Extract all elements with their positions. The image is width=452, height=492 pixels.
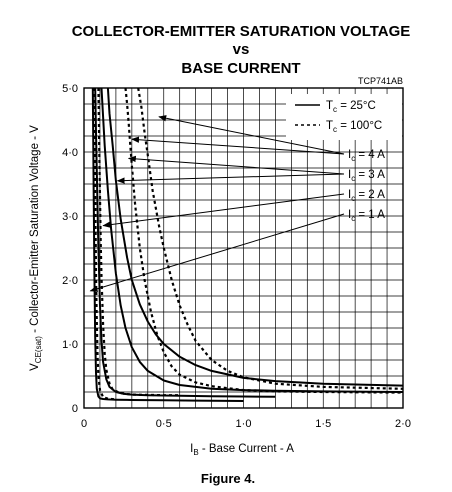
label-text: = 100°C — [337, 120, 382, 132]
x-tick-label: 1·5 — [315, 418, 331, 430]
y-tick-label: 4·0 — [62, 147, 78, 159]
label-text: = 1 A — [355, 209, 385, 221]
legend-background — [286, 94, 402, 140]
annotation-arrows: Ic = 4 AIc = 3 AIc = 2 AIc = 1 A — [89, 115, 385, 292]
label-symbol: T — [326, 100, 333, 112]
figure-caption: Figure 4. — [201, 471, 255, 486]
y-tick-label: 3·0 — [62, 211, 78, 223]
label-symbol: I — [348, 189, 351, 201]
label-subscript: c — [333, 105, 337, 114]
label-symbol: T — [326, 120, 333, 132]
label-text: = 25°C — [337, 100, 376, 112]
series-ic-1a-tc100 — [93, 87, 116, 401]
legend: Tc = 25°CTc = 100°C — [295, 100, 382, 134]
figure-code: TCP741AB — [358, 76, 403, 86]
y-tick-label: 1·0 — [62, 339, 78, 351]
chart-title-line-1: COLLECTOR-EMITTER SATURATION VOLTAGE — [72, 23, 411, 40]
annotation-arrow — [102, 193, 345, 228]
label-subscript: c — [351, 154, 355, 163]
series-ic-4a-tc25 — [106, 87, 404, 387]
series-ic-1a-tc25 — [91, 87, 244, 402]
series-lines — [91, 87, 404, 402]
annotation-arrow — [131, 136, 345, 155]
y-tick-label: 5·0 — [62, 83, 78, 95]
x-tick-label: 0·5 — [156, 418, 172, 430]
plot-border — [83, 87, 404, 409]
plot-frame — [83, 87, 404, 409]
y-tick-label: 0 — [72, 403, 78, 415]
annotation-arrow — [89, 213, 345, 292]
annotation-arrow — [158, 115, 345, 155]
label-symbol: I — [348, 169, 351, 181]
label-text: = 4 A — [355, 149, 385, 161]
annotation-label: Ic = 3 A — [348, 169, 385, 183]
annotation-label: Ic = 4 A — [348, 149, 385, 163]
series-ic-4a-tc100 — [137, 87, 404, 390]
grid-lines — [84, 88, 403, 408]
label-subscript: c — [351, 194, 355, 203]
legend-entry: Tc = 100°C — [326, 120, 382, 134]
y-tick-label: 2·0 — [62, 275, 78, 287]
chart-title-line-2: vs — [233, 41, 250, 58]
label-subscript: c — [351, 214, 355, 223]
y-tick-labels: 0 1·0 2·0 3·0 4·0 5·0 — [62, 83, 78, 415]
x-axis-label: IB - Base Current - A — [190, 443, 294, 457]
x-tick-labels: 0 0·5 1·0 1·5 2·0 — [81, 418, 411, 430]
x-tick-label: 0 — [81, 418, 87, 430]
label-text: = 3 A — [355, 169, 385, 181]
x-tick-label: 1·0 — [236, 418, 252, 430]
x-tick-label: 2·0 — [395, 418, 411, 430]
series-ic-2a-tc100 — [97, 87, 180, 397]
series-ic-3a-tc100 — [124, 87, 404, 394]
label-subscript: c — [351, 174, 355, 183]
annotation-label: Ic = 1 A — [348, 209, 385, 223]
y-axis-label: VCE(sat) - Collector-Emitter Saturation … — [29, 125, 43, 371]
annotation-arrow — [127, 155, 345, 175]
annotation-label: Ic = 2 A — [348, 189, 385, 203]
label-text: = 2 A — [355, 189, 385, 201]
series-ic-2a-tc25 — [94, 87, 276, 398]
chart-title-line-3: BASE CURRENT — [181, 60, 300, 77]
label-subscript: c — [333, 125, 337, 134]
label-symbol: I — [348, 149, 351, 161]
legend-entry: Tc = 25°C — [326, 100, 376, 114]
label-symbol: I — [348, 209, 351, 221]
annotation-arrow — [116, 173, 345, 184]
